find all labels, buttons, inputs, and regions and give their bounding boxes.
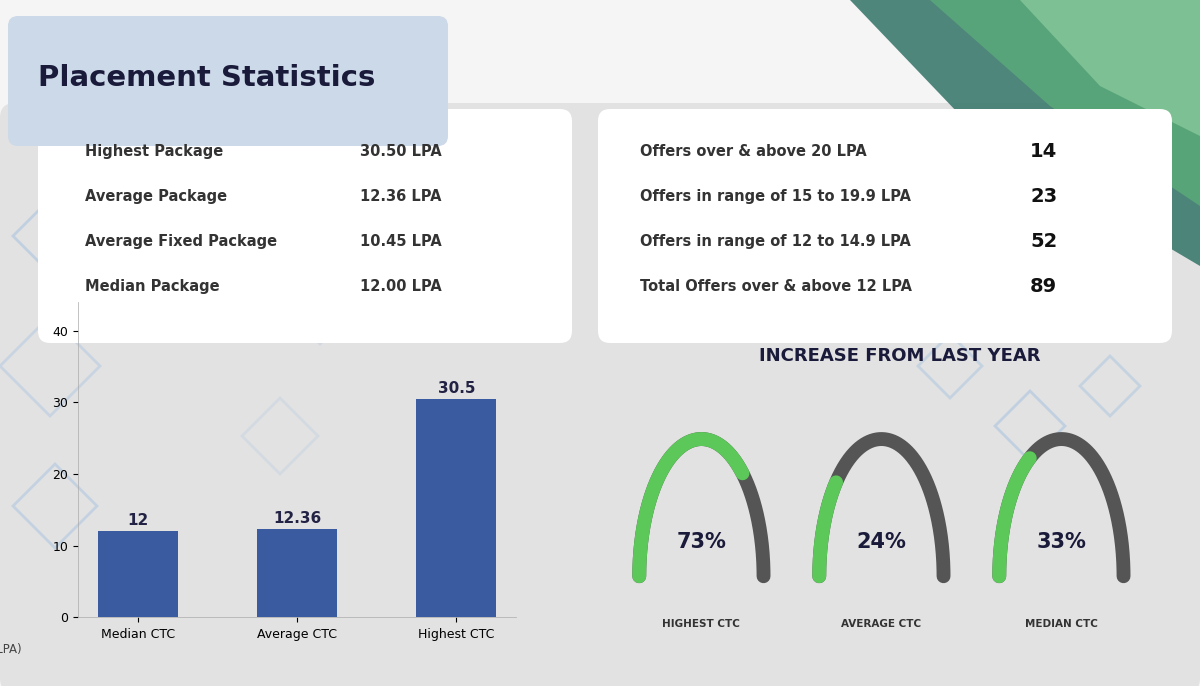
Text: 33%: 33% <box>1037 532 1086 552</box>
Text: MEDIAN CTC: MEDIAN CTC <box>1025 619 1098 629</box>
Text: Offers in range of 12 to 14.9 LPA: Offers in range of 12 to 14.9 LPA <box>640 233 911 248</box>
Text: 12: 12 <box>127 513 149 528</box>
FancyBboxPatch shape <box>598 109 1172 343</box>
Text: 10.45 LPA: 10.45 LPA <box>360 233 442 248</box>
Text: 23: 23 <box>1030 187 1057 206</box>
Text: (In LPA): (In LPA) <box>0 643 22 656</box>
Text: 12.36 LPA: 12.36 LPA <box>360 189 442 204</box>
Text: 52: 52 <box>1030 231 1057 250</box>
Polygon shape <box>850 0 1200 266</box>
Text: HIGHEST CTC: HIGHEST CTC <box>662 619 740 629</box>
Text: 30.50 LPA: 30.50 LPA <box>360 143 442 158</box>
Text: INCREASE FROM LAST YEAR: INCREASE FROM LAST YEAR <box>760 347 1040 365</box>
Text: Offers over & above 20 LPA: Offers over & above 20 LPA <box>640 143 866 158</box>
Text: Average Package: Average Package <box>85 189 227 204</box>
FancyBboxPatch shape <box>38 109 572 343</box>
Text: Offers in range of 15 to 19.9 LPA: Offers in range of 15 to 19.9 LPA <box>640 189 911 204</box>
Text: Placement Statistics: Placement Statistics <box>38 64 376 92</box>
Text: 30.5: 30.5 <box>438 381 475 396</box>
Text: 89: 89 <box>1030 276 1057 296</box>
Bar <box>257 529 337 617</box>
Text: Average Fixed Package: Average Fixed Package <box>85 233 277 248</box>
Text: 73%: 73% <box>677 532 726 552</box>
Text: Highest Package: Highest Package <box>85 143 223 158</box>
FancyBboxPatch shape <box>0 103 1200 686</box>
Text: Total Offers over & above 12 LPA: Total Offers over & above 12 LPA <box>640 279 912 294</box>
Polygon shape <box>1020 0 1200 136</box>
Bar <box>98 532 178 617</box>
Text: AVERAGE CTC: AVERAGE CTC <box>841 619 922 629</box>
Text: Median Package: Median Package <box>85 279 220 294</box>
Text: 12.36: 12.36 <box>272 511 322 526</box>
Text: 24%: 24% <box>857 532 906 552</box>
Bar <box>416 399 496 617</box>
FancyBboxPatch shape <box>8 16 448 146</box>
Text: 14: 14 <box>1030 141 1057 161</box>
Text: 12.00 LPA: 12.00 LPA <box>360 279 442 294</box>
Polygon shape <box>930 0 1200 206</box>
